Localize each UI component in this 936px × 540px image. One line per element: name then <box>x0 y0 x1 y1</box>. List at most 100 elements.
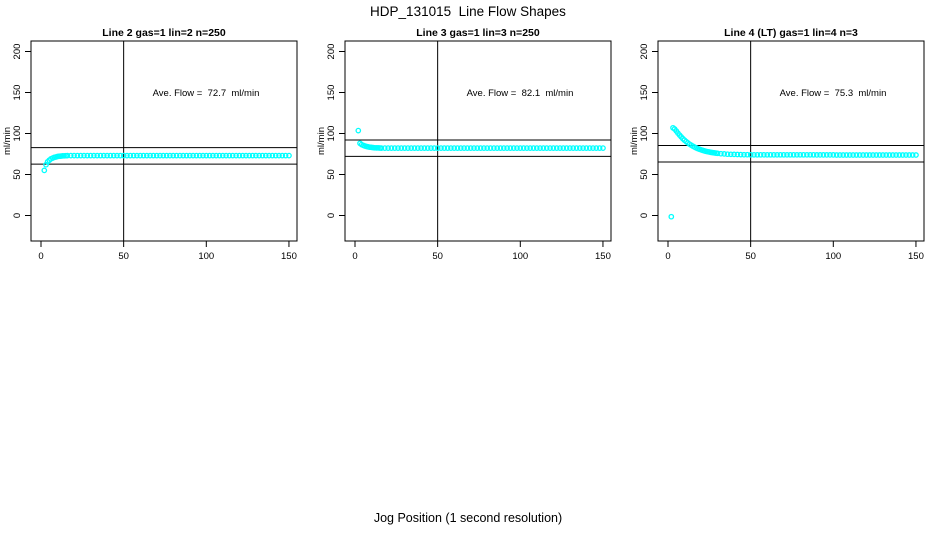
data-point <box>190 152 196 159</box>
data-point <box>830 152 837 158</box>
data-point <box>724 151 731 158</box>
y-tick-label: 150 <box>326 85 337 101</box>
data-point <box>590 145 596 151</box>
data-point <box>150 152 157 159</box>
y-tick-label: 0 <box>326 213 337 218</box>
data-point <box>906 152 913 158</box>
data-point <box>504 145 510 151</box>
data-point <box>249 152 256 159</box>
y-tick-label: 100 <box>639 126 650 142</box>
data-point <box>840 152 847 158</box>
data-point <box>573 145 580 151</box>
data-point <box>474 145 481 151</box>
data-point <box>137 152 144 159</box>
x-tick-label: 100 <box>825 251 841 262</box>
y-axis-label: ml/min <box>2 127 13 155</box>
data-point <box>239 152 246 159</box>
data-point <box>223 152 229 159</box>
data-point <box>398 145 405 151</box>
data-point <box>913 152 919 158</box>
data-point <box>269 152 276 159</box>
y-axis-label: ml/min <box>316 127 327 155</box>
data-point <box>77 152 84 159</box>
data-point <box>860 152 866 158</box>
data-point <box>790 151 797 158</box>
data-point <box>74 152 81 159</box>
data-point <box>451 145 458 151</box>
data-point <box>395 145 401 151</box>
data-point <box>233 152 239 159</box>
data-point <box>434 145 441 151</box>
data-point <box>219 152 226 159</box>
x-tick-label: 150 <box>281 251 297 262</box>
data-point <box>876 152 883 158</box>
data-point <box>464 145 471 151</box>
data-point <box>547 145 553 151</box>
data-point <box>431 145 438 151</box>
data-point <box>64 152 71 159</box>
data-point <box>160 152 167 159</box>
data-point <box>823 152 830 158</box>
data-point <box>837 152 843 158</box>
data-point <box>777 151 784 158</box>
data-point <box>767 151 774 158</box>
data-point <box>272 152 279 159</box>
data-point <box>391 145 398 151</box>
data-point <box>388 145 395 151</box>
data-point <box>850 152 856 158</box>
data-point <box>721 151 728 157</box>
data-point <box>157 152 163 159</box>
data-point <box>886 152 893 158</box>
data-point <box>813 152 820 158</box>
data-point <box>491 145 497 151</box>
data-point <box>866 152 873 158</box>
data-point <box>586 145 593 151</box>
data-point <box>909 152 916 158</box>
data-point <box>183 152 190 159</box>
data-point <box>81 152 87 159</box>
y-tick-label: 50 <box>326 169 337 180</box>
data-point <box>520 145 527 151</box>
data-point <box>107 152 114 159</box>
data-point <box>863 152 870 158</box>
data-point <box>134 152 140 159</box>
data-point <box>754 151 761 158</box>
data-point <box>120 152 127 159</box>
data-point <box>567 145 573 151</box>
panel-title: Line 2 gas=1 lin=2 n=250 <box>102 27 226 39</box>
data-point <box>67 152 74 159</box>
data-point <box>797 151 804 158</box>
data-point <box>457 145 464 151</box>
data-point <box>441 145 448 151</box>
data-point <box>143 152 150 159</box>
x-axis-title: Jog Position (1 second resolution) <box>373 511 563 525</box>
data-point <box>524 145 530 151</box>
data-point <box>262 152 269 159</box>
data-point <box>576 145 583 151</box>
data-point <box>421 145 428 151</box>
data-point <box>167 152 173 159</box>
data-point <box>846 152 853 158</box>
data-point <box>557 145 563 151</box>
panel-line-3: Line 3 gas=1 lin=3 n=250 ml/min Ave. Flo… <box>316 27 612 262</box>
data-point <box>853 152 860 158</box>
data-point <box>411 145 418 151</box>
data-point <box>418 145 424 151</box>
panel-line-2: Line 2 gas=1 lin=2 n=250 ml/min Ave. Flo… <box>2 27 298 262</box>
data-point <box>780 151 787 158</box>
data-point <box>282 152 289 159</box>
data-point <box>71 152 77 159</box>
data-point <box>186 152 193 159</box>
y-tick-label: 100 <box>326 126 337 142</box>
data-point <box>744 151 751 158</box>
data-point <box>896 152 903 158</box>
data-point <box>751 151 757 158</box>
x-tick-label: 100 <box>512 251 528 262</box>
data-point <box>448 145 454 151</box>
data-point <box>889 152 896 158</box>
data-point <box>510 145 517 151</box>
data-point <box>593 145 600 151</box>
plot-box <box>344 40 612 242</box>
data-point <box>381 145 388 151</box>
data-point <box>718 150 724 157</box>
